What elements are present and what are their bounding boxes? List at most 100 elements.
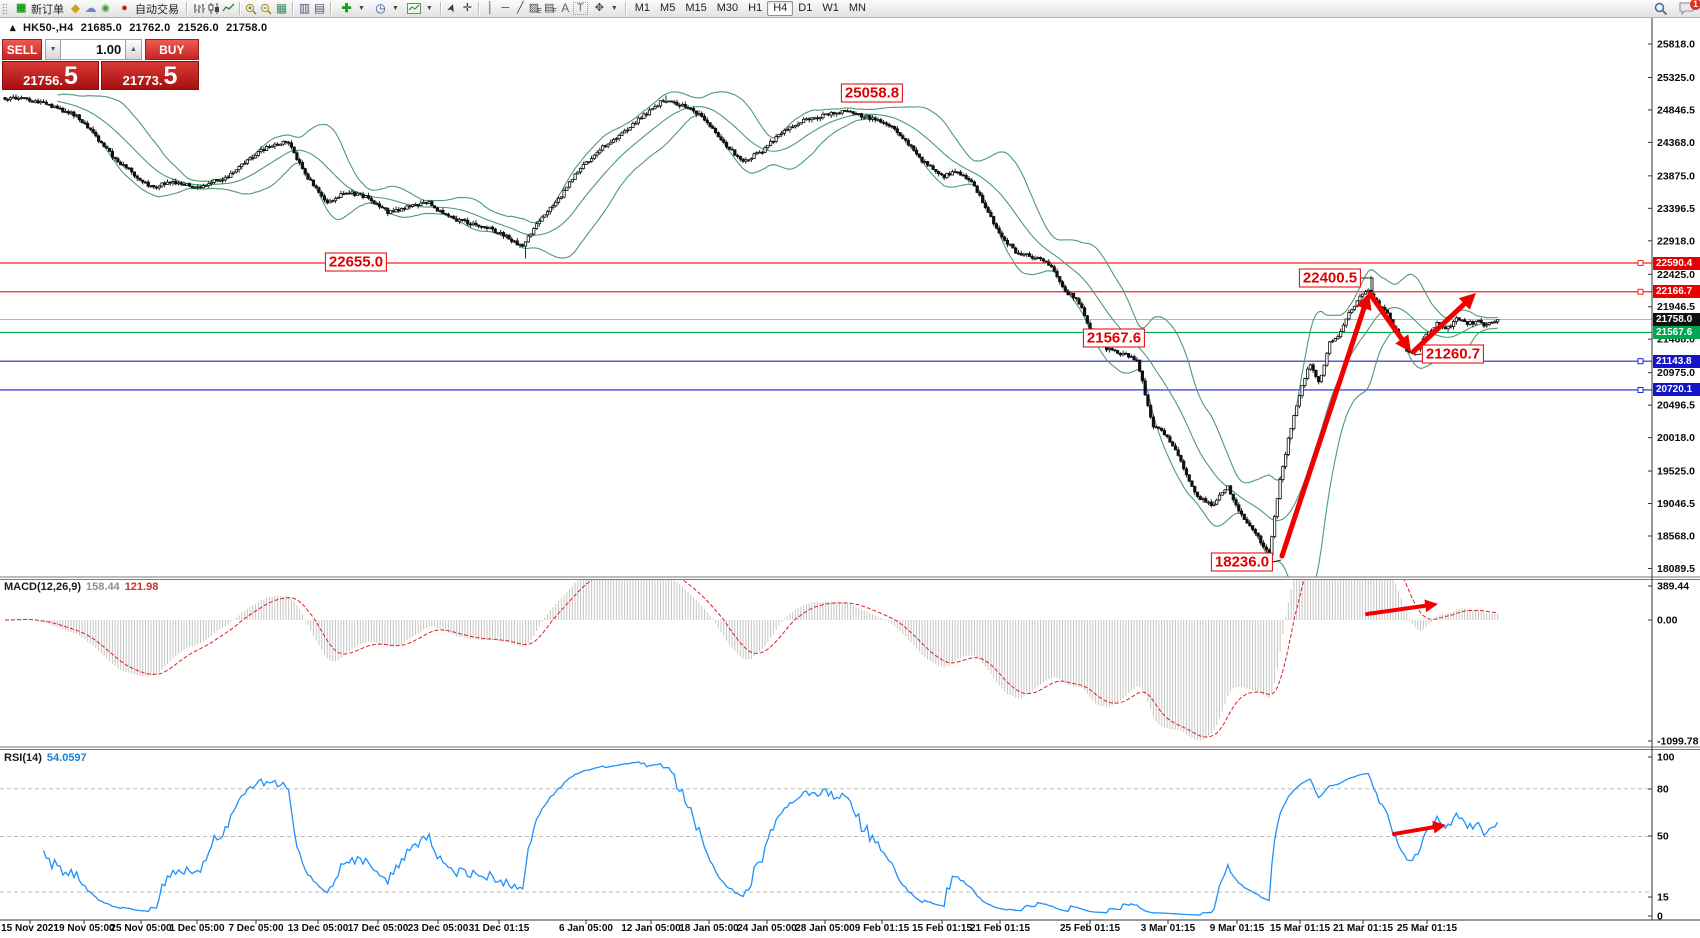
sell-price-fraction: 5 [63, 62, 78, 90]
text-tool-icon[interactable]: A [561, 1, 570, 15]
svg-text:24 Jan 05:00: 24 Jan 05:00 [737, 923, 797, 934]
price-annotation[interactable]: 22400.5 [1298, 268, 1362, 288]
svg-text:23 Dec 05:00: 23 Dec 05:00 [408, 923, 469, 934]
toolbar-separator [624, 2, 627, 15]
trend-arrow[interactable] [1279, 305, 1367, 559]
notifications-icon[interactable]: 1 [1676, 0, 1700, 15]
cloud-icon[interactable]: ☁ [84, 1, 97, 15]
arrows-tool-button[interactable]: ✥ ▼ [588, 1, 622, 16]
svg-text:23875.0: 23875.0 [1657, 170, 1695, 182]
tab-timeframe-d1[interactable]: D1 [798, 2, 813, 14]
horizontal-line-icon[interactable]: ─ [501, 2, 510, 14]
sell-button[interactable]: SELL [2, 39, 43, 60]
tab-timeframe-m15[interactable]: M15 [685, 2, 707, 14]
buy-price-fraction: 5 [163, 62, 178, 90]
fibonacci-icon[interactable]: ▤ F [543, 2, 557, 15]
candle-chart-icon[interactable] [206, 2, 221, 15]
svg-text:22425.0: 22425.0 [1657, 269, 1695, 281]
cursor-icon[interactable]: ➤ [444, 1, 460, 15]
zoom-in-icon[interactable] [244, 2, 259, 15]
arrange-windows-icon[interactable]: ▥ [298, 1, 311, 15]
svg-text:100: 100 [1657, 752, 1675, 764]
chevron-down-icon: ▼ [610, 5, 618, 12]
zoom-out-icon[interactable] [259, 2, 274, 15]
line-handle[interactable] [1637, 260, 1644, 267]
crosshair-icon[interactable]: ✛ [462, 2, 472, 14]
line-handle[interactable] [1637, 386, 1644, 393]
buy-price-display[interactable]: 21773. 5 [101, 61, 199, 90]
bar-chart-icon[interactable] [191, 2, 206, 15]
trendline-icon[interactable]: ╱ [517, 2, 524, 14]
tab-timeframe-h4[interactable]: H4 [767, 1, 794, 16]
toolbar-grip[interactable] [2, 3, 7, 14]
add-indicator-button[interactable]: ✚ ▼ [335, 1, 369, 16]
svg-text:25 Feb 01:15: 25 Feb 01:15 [1060, 923, 1120, 934]
svg-text:15 Feb 01:15: 15 Feb 01:15 [912, 923, 972, 934]
tab-timeframe-w1[interactable]: W1 [822, 2, 839, 14]
equidistant-channel-icon[interactable]: ▨ E [528, 2, 542, 15]
svg-text:19046.5: 19046.5 [1657, 498, 1695, 510]
price-annotation[interactable]: 21567.6 [1082, 328, 1146, 348]
rsi-pane [0, 761, 1652, 916]
svg-text:24846.5: 24846.5 [1657, 104, 1695, 116]
trend-arrow[interactable] [1410, 301, 1467, 355]
trend-arrow[interactable] [1367, 291, 1405, 342]
chart-ohlc-header: ▴ HK50-,H4 21685.0 21762.0 21526.0 21758… [10, 21, 271, 34]
vertical-line-icon[interactable]: │ [486, 2, 494, 14]
volume-decrease-button[interactable]: ▼ [44, 39, 62, 60]
cascade-windows-icon[interactable]: ▤ [313, 1, 326, 15]
price-annotation[interactable]: 25058.8 [840, 83, 904, 103]
svg-text:1 Dec 05:00: 1 Dec 05:00 [169, 923, 224, 934]
line-chart-icon[interactable] [221, 2, 236, 15]
price-annotation[interactable]: 18236.0 [1210, 552, 1274, 572]
volume-increase-button[interactable]: ▲ [125, 39, 142, 60]
buy-button[interactable]: BUY [144, 39, 199, 60]
price-annotation[interactable]: 22655.0 [324, 252, 388, 272]
macd-indicator-label: MACD(12,26,9) 158.44 121.98 [4, 581, 159, 593]
price-level-tag: 21567.6 [1653, 325, 1700, 339]
svg-text:15 Mar 01:15: 15 Mar 01:15 [1270, 923, 1330, 934]
svg-text:17 Dec 05:00: 17 Dec 05:00 [348, 923, 409, 934]
macd-signal-value: 121.98 [124, 581, 159, 593]
tab-timeframe-m30[interactable]: M30 [716, 2, 739, 14]
tab-timeframe-m5[interactable]: M5 [660, 2, 676, 14]
svg-text:22918.0: 22918.0 [1657, 235, 1695, 247]
price-annotation[interactable]: 21260.7 [1421, 344, 1485, 364]
timeframe-toolbar: M1 M5 M15 M30 H1 H4 D1 W1 MN [630, 1, 871, 16]
sell-price-display[interactable]: 21756. 5 [2, 61, 99, 90]
search-icon[interactable] [1653, 2, 1668, 15]
text-label-tool-icon[interactable]: T [572, 2, 588, 15]
toolbar-separator [439, 2, 442, 15]
line-handle[interactable] [1637, 358, 1644, 365]
tab-timeframe-h1[interactable]: H1 [748, 2, 763, 14]
rsi-indicator-label: RSI(14) 54.0597 [4, 752, 87, 764]
gold-icon[interactable]: ◆ [70, 1, 81, 15]
signal-icon[interactable]: ◉ [101, 3, 110, 14]
tab-timeframe-m1[interactable]: M1 [634, 2, 651, 14]
toolbar-separator [239, 2, 241, 15]
svg-text:9 Feb 01:15: 9 Feb 01:15 [855, 923, 910, 934]
svg-text:389.44: 389.44 [1657, 581, 1689, 593]
svg-text:21 Mar 01:15: 21 Mar 01:15 [1333, 923, 1393, 934]
tab-timeframe-mn[interactable]: MN [848, 2, 866, 14]
volume-input[interactable] [61, 39, 126, 60]
trend-arrow[interactable] [1365, 603, 1428, 616]
periods-button[interactable]: ◷ ▼ [369, 1, 403, 16]
auto-trading-label: 自动交易 [135, 3, 179, 16]
templates-button[interactable]: ▼ [403, 1, 437, 16]
svg-text:6 Jan 05:00: 6 Jan 05:00 [559, 923, 613, 934]
line-handle[interactable] [1637, 288, 1644, 295]
auto-trading-button[interactable]: ● 自动交易 [113, 1, 183, 16]
new-order-button[interactable]: ▦ ✚ 新订单 [9, 1, 68, 16]
svg-text:18089.5: 18089.5 [1657, 563, 1695, 575]
tile-windows-icon[interactable]: ▦ [275, 1, 288, 15]
price-axis: 25818.0 25325.0 24846.5 24368.0 23875.0 23396… [1648, 39, 1699, 923]
svg-text:20975.0: 20975.0 [1657, 367, 1695, 379]
trend-arrows [1279, 291, 1476, 836]
trend-arrow[interactable] [1392, 825, 1436, 836]
collapse-arrow-icon[interactable]: ▴ [10, 22, 16, 34]
svg-text:25325.0: 25325.0 [1657, 72, 1695, 84]
buy-price-main: 21773 [122, 73, 159, 88]
